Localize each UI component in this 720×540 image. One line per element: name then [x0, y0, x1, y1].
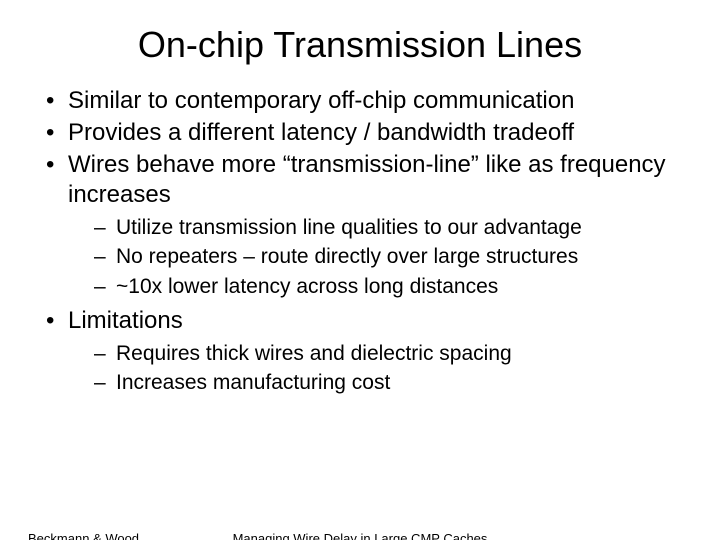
footer-authors: Beckmann & Wood — [28, 531, 139, 540]
sub-bullet-item: Utilize transmission line qualities to o… — [68, 214, 690, 241]
bullet-text: Provides a different latency / bandwidth… — [68, 119, 574, 146]
sub-bullet-item: No repeaters – route directly over large… — [68, 243, 690, 270]
bullet-text: Similar to contemporary off-chip communi… — [68, 87, 574, 114]
sub-bullet-text: No repeaters – route directly over large… — [116, 245, 578, 268]
sub-bullet-item: Requires thick wires and dielectric spac… — [68, 340, 690, 367]
bullet-item: Provides a different latency / bandwidth… — [40, 118, 690, 148]
sub-bullet-text: ~10x lower latency across long distances — [116, 275, 498, 298]
sub-bullet-item: ~10x lower latency across long distances — [68, 273, 690, 300]
sub-bullet-item: Increases manufacturing cost — [68, 369, 690, 396]
bullet-list: Similar to contemporary off-chip communi… — [40, 86, 690, 396]
bullet-item: Wires behave more “transmission-line” li… — [40, 150, 690, 300]
bullet-item: Similar to contemporary off-chip communi… — [40, 86, 690, 116]
bullet-text: Wires behave more “transmission-line” li… — [68, 151, 666, 208]
slide-title: On-chip Transmission Lines — [0, 24, 720, 66]
sub-bullet-text: Requires thick wires and dielectric spac… — [116, 342, 512, 365]
sub-bullet-text: Utilize transmission line qualities to o… — [116, 216, 582, 239]
sub-bullet-list: Utilize transmission line qualities to o… — [68, 214, 690, 300]
slide-content: Similar to contemporary off-chip communi… — [0, 86, 720, 396]
bullet-text: Limitations — [68, 307, 183, 334]
slide-footer: Beckmann & Wood Managing Wire Delay in L… — [0, 531, 720, 540]
sub-bullet-text: Increases manufacturing cost — [116, 371, 390, 394]
sub-bullet-list: Requires thick wires and dielectric spac… — [68, 340, 690, 397]
bullet-item: Limitations Requires thick wires and die… — [40, 306, 690, 397]
slide: On-chip Transmission Lines Similar to co… — [0, 24, 720, 540]
